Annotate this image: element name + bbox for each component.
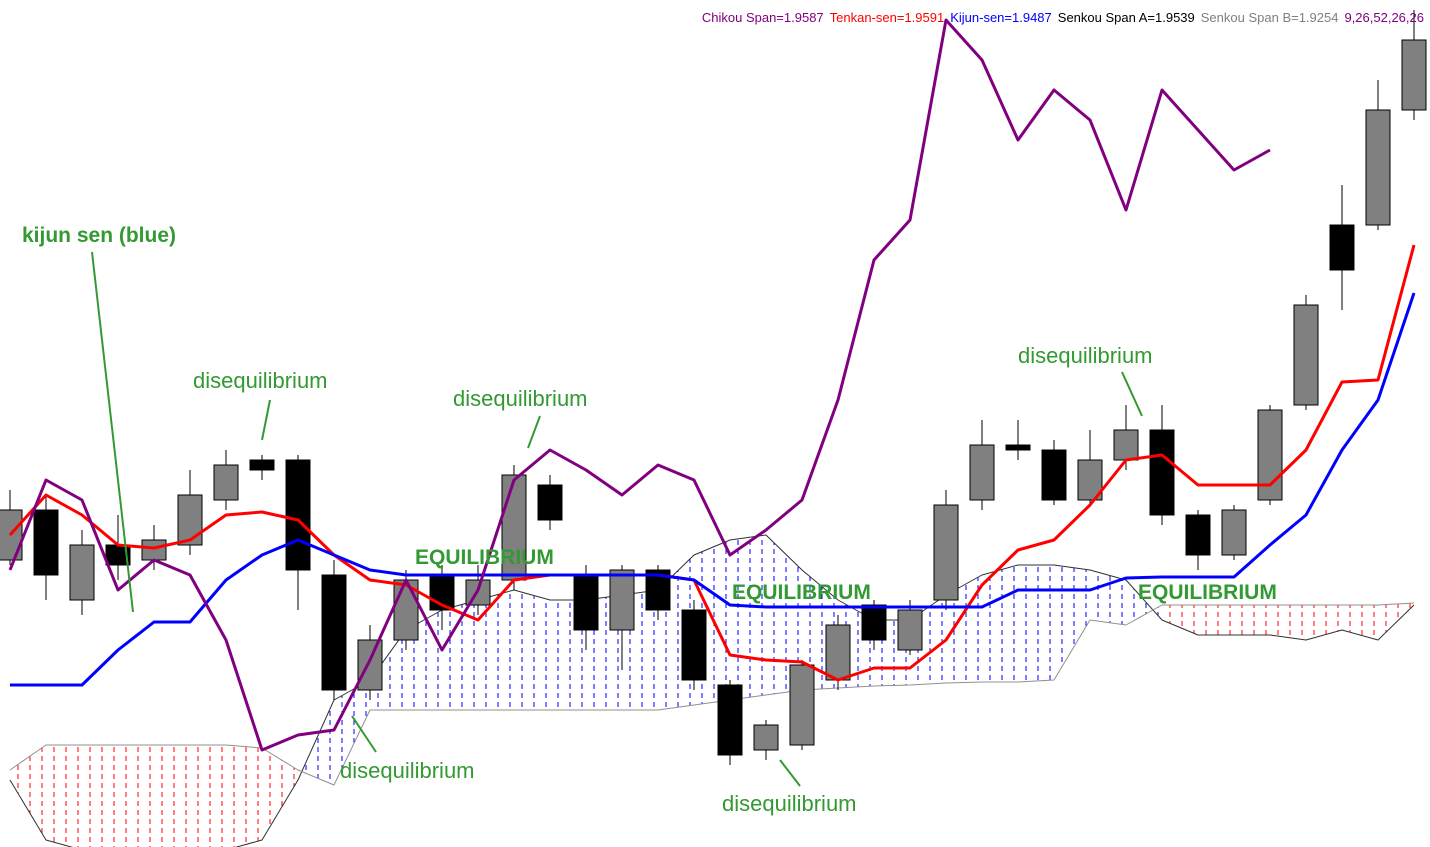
annotation-pointer xyxy=(351,715,377,753)
legend-entry: Senkou Span B=1.9254 xyxy=(1201,10,1339,25)
cloud-segment xyxy=(1342,605,1378,640)
cloud-segment xyxy=(1126,580,1162,625)
legend-entry: Tenkan-sen=1.9591 xyxy=(830,10,945,25)
candle-body xyxy=(1365,109,1391,226)
cloud-segment xyxy=(82,745,118,847)
cloud-segment xyxy=(1090,570,1126,625)
annotation-pointer xyxy=(527,415,541,449)
header-legend: Chikou Span=1.9587 Tenkan-sen=1.9591 Kijun… xyxy=(702,10,1424,25)
candle-body xyxy=(1005,444,1031,451)
cloud-segment xyxy=(766,535,802,695)
candle-body xyxy=(33,509,59,576)
cloud-segment xyxy=(982,565,1018,682)
annotation-pointer xyxy=(1121,371,1143,417)
cloud-segment xyxy=(1234,605,1270,635)
candle-body xyxy=(1185,514,1211,556)
cloud-segment xyxy=(298,700,334,785)
candle-body xyxy=(609,569,635,631)
annotation: disequilibrium xyxy=(453,386,588,411)
candle-body xyxy=(573,574,599,631)
candle-body xyxy=(357,639,383,691)
cloud-segment xyxy=(46,745,82,847)
annotation: EQUILIBRIUM xyxy=(732,581,871,604)
indicator-line xyxy=(10,292,1416,687)
cloud-segment xyxy=(10,745,46,840)
candle-body xyxy=(537,484,563,521)
cloud-segment xyxy=(334,680,370,785)
indicator-lines xyxy=(8,18,1416,752)
candle-body xyxy=(69,544,95,601)
candle-body xyxy=(1221,509,1247,556)
candle-body xyxy=(1293,304,1319,406)
cloud-segment xyxy=(262,748,298,840)
candle-body xyxy=(1329,224,1355,271)
candle-body xyxy=(825,624,851,681)
annotation: kijun sen (blue) xyxy=(22,224,176,247)
indicator-line xyxy=(8,244,1416,682)
annotation: disequilibrium xyxy=(722,791,857,816)
cloud-segment xyxy=(118,745,154,847)
annotation: EQUILIBRIUM xyxy=(415,546,554,569)
candle-body xyxy=(753,724,779,751)
candle-body xyxy=(1149,429,1175,516)
cloud-segment xyxy=(1162,605,1198,635)
legend-entry: Kijun-sen=1.9487 xyxy=(950,10,1052,25)
annotation: disequilibrium xyxy=(193,368,328,393)
candle-body xyxy=(717,684,743,756)
cloud-segment xyxy=(1306,605,1342,640)
senkou-a-line xyxy=(9,534,1415,847)
candles xyxy=(0,10,1427,765)
candle-body xyxy=(681,609,707,681)
cloud-segment xyxy=(946,575,982,683)
candle-body xyxy=(1401,39,1427,111)
candle-body xyxy=(861,604,887,641)
annotation-pointer xyxy=(261,399,271,441)
annotation: disequilibrium xyxy=(340,758,475,783)
annotation-pointer xyxy=(779,759,801,787)
candle-body xyxy=(177,494,203,546)
cloud-segment xyxy=(1018,565,1054,682)
annotation: disequilibrium xyxy=(1018,343,1153,368)
indicator-line xyxy=(8,18,1271,752)
candle-body xyxy=(213,464,239,501)
annotation-pointer xyxy=(91,251,134,613)
candle-body xyxy=(321,574,347,691)
annotations: kijun sen (blue) disequilibrium disequilib… xyxy=(22,224,1277,816)
cloud-segment xyxy=(514,590,550,710)
candle-body xyxy=(933,504,959,601)
cloud-segment xyxy=(730,535,766,700)
candle-body xyxy=(1041,449,1067,501)
legend-entry: Chikou Span=1.9587 xyxy=(702,10,824,25)
cloud-segment xyxy=(190,745,226,847)
candle-body xyxy=(969,444,995,501)
cloud-segment xyxy=(1270,605,1306,640)
cloud-segment xyxy=(1054,565,1090,680)
candle-body xyxy=(249,459,275,471)
cloud-segment xyxy=(226,745,262,847)
senkou-b-line xyxy=(9,602,1415,786)
candle-body xyxy=(141,539,167,561)
cloud-segment xyxy=(442,600,478,710)
candle-body xyxy=(897,609,923,651)
cloud-segment xyxy=(1198,605,1234,635)
candle-body xyxy=(285,459,311,571)
legend-entry: Senkou Span A=1.9539 xyxy=(1058,10,1195,25)
candle-body xyxy=(1113,429,1139,461)
candle-body xyxy=(501,474,527,581)
cloud-segment xyxy=(154,745,190,847)
legend-entry: 9,26,52,26,26 xyxy=(1344,10,1424,25)
cloud-segment xyxy=(478,590,514,710)
annotation: EQUILIBRIUM xyxy=(1138,581,1277,604)
candle-body xyxy=(789,664,815,746)
